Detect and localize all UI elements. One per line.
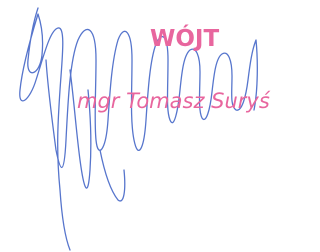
stamp-title: WÓJT <box>150 24 219 52</box>
signature-image: WÓJT mgr Tomasz Suryś <box>0 0 309 252</box>
stamp-name: mgr Tomasz Suryś <box>77 89 271 113</box>
page: WÓJT mgr Tomasz Suryś (() => { const dat… <box>0 0 320 252</box>
